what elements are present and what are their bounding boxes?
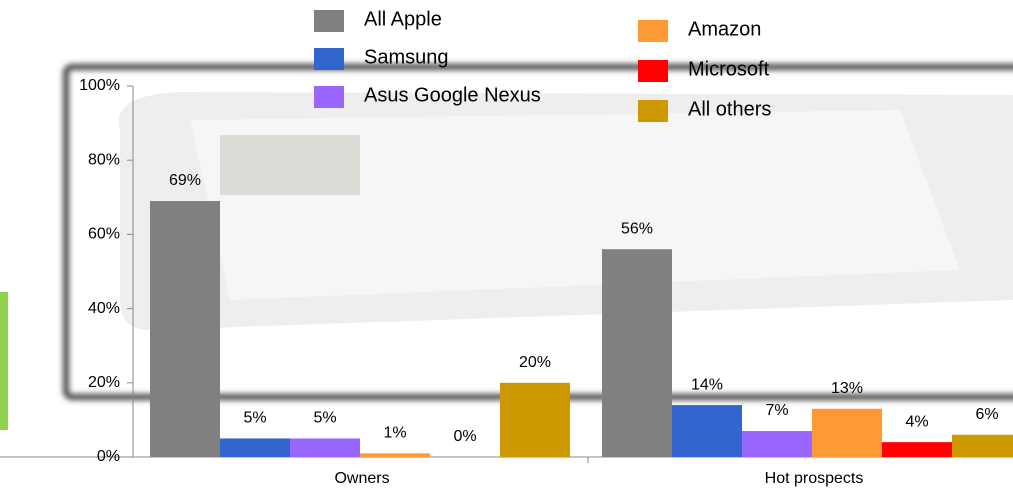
legend-label: Asus Google Nexus xyxy=(364,84,541,106)
x-tick-label: Owners xyxy=(334,470,389,487)
legend-label: All Apple xyxy=(364,8,442,30)
bar xyxy=(150,201,220,457)
legend-label: Microsoft xyxy=(688,58,770,80)
legend-swatch xyxy=(314,48,344,70)
legend-swatch xyxy=(638,100,668,122)
value-label: 6% xyxy=(975,406,998,423)
value-label: 1% xyxy=(383,425,406,442)
bar xyxy=(290,438,360,457)
bar xyxy=(742,431,812,457)
bar xyxy=(602,249,672,457)
bar xyxy=(672,405,742,457)
value-label: 0% xyxy=(453,428,476,445)
legend-label: Samsung xyxy=(364,46,449,68)
y-tick-label: 0% xyxy=(97,448,120,465)
bar xyxy=(882,442,952,457)
legend-label: All others xyxy=(688,98,771,120)
y-tick-label: 40% xyxy=(88,300,120,317)
legend-swatch xyxy=(638,60,668,82)
y-tick-label: 100% xyxy=(79,77,120,94)
legend-swatch xyxy=(638,20,668,42)
value-label: 69% xyxy=(169,172,201,189)
value-label: 56% xyxy=(621,220,653,237)
y-tick-label: 80% xyxy=(88,151,120,168)
bar xyxy=(952,434,1013,457)
background-tablet xyxy=(118,92,1013,330)
legend-label: Amazon xyxy=(688,18,761,40)
y-tick-label: 20% xyxy=(88,374,120,391)
value-label: 5% xyxy=(243,410,266,427)
x-tick-label: Hot prospects xyxy=(765,470,864,487)
side-accent xyxy=(0,292,8,430)
y-tick-label: 60% xyxy=(88,226,120,243)
value-label: 4% xyxy=(905,413,928,430)
value-label: 14% xyxy=(691,376,723,393)
value-label: 20% xyxy=(519,354,551,371)
value-label: 13% xyxy=(831,380,863,397)
legend-swatch xyxy=(314,86,344,108)
value-label: 7% xyxy=(765,402,788,419)
bar xyxy=(500,382,570,457)
bar xyxy=(812,408,882,457)
bar xyxy=(220,438,290,457)
legend-swatch xyxy=(314,10,344,32)
bar xyxy=(360,453,430,457)
value-label: 5% xyxy=(313,410,336,427)
